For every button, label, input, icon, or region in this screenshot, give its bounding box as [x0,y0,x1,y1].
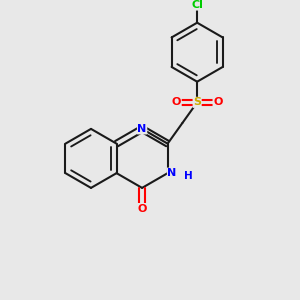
Text: N: N [167,168,177,178]
Text: O: O [137,203,147,214]
Text: Cl: Cl [191,0,203,10]
Text: S: S [193,97,201,107]
Text: O: O [172,97,181,107]
Text: N: N [137,124,147,134]
Text: H: H [184,171,193,181]
Text: O: O [213,97,223,107]
